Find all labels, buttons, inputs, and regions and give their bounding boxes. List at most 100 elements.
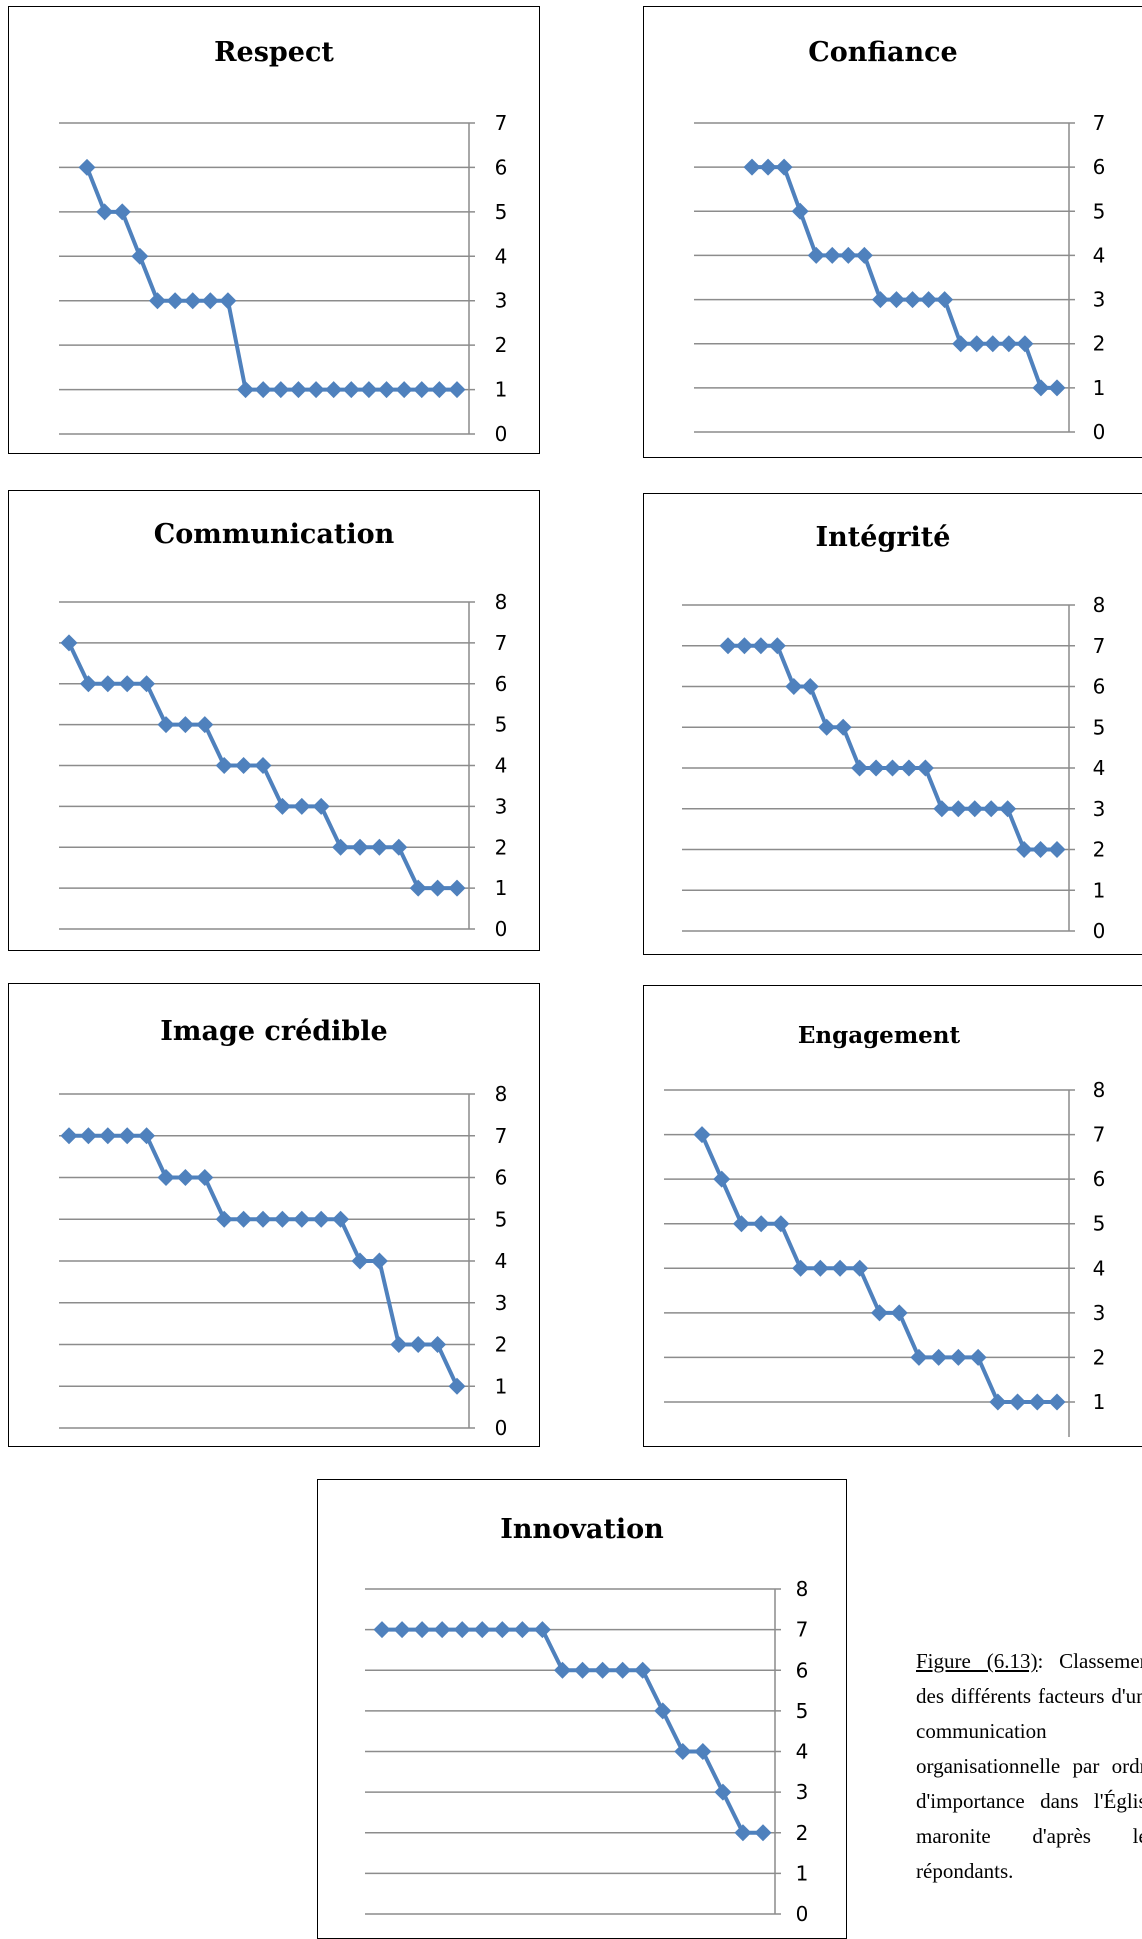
data-point — [235, 1210, 253, 1228]
y-tick-label: 4 — [1093, 756, 1106, 780]
data-point — [138, 675, 156, 693]
y-tick-label: 3 — [1093, 797, 1106, 821]
data-point — [373, 1621, 391, 1639]
y-tick-label: 6 — [1093, 1167, 1106, 1191]
y-tick-label: 1 — [495, 378, 508, 402]
y-tick-label: 6 — [1093, 675, 1106, 699]
data-point — [1015, 841, 1033, 858]
data-point — [378, 381, 396, 399]
data-point — [254, 1210, 272, 1228]
data-point — [215, 1210, 233, 1228]
data-point — [196, 716, 214, 734]
y-tick-label: 1 — [495, 1374, 508, 1398]
data-point — [413, 1621, 431, 1639]
chart-title: Image crédible — [160, 1016, 388, 1047]
data-point — [533, 1621, 551, 1639]
chart-engagement: 1 2 3 4 5 6 7 8 Engagement — [643, 985, 1142, 1447]
data-point — [99, 675, 117, 693]
chart-svg: 0 1 2 3 4 5 6 7 8 — [59, 1082, 508, 1440]
y-tick-label: 2 — [495, 1333, 508, 1357]
y-tick-label: 5 — [1093, 199, 1106, 223]
chart-title: Intégrité — [815, 522, 951, 553]
data-point — [759, 158, 777, 176]
data-point — [768, 637, 786, 655]
figure-reference: Figure (6.13) — [916, 1649, 1038, 1673]
data-point — [1048, 841, 1066, 858]
y-tick-label: 3 — [495, 289, 508, 313]
data-point — [370, 1252, 388, 1270]
data-point — [138, 1127, 156, 1145]
data-point — [201, 292, 219, 310]
data-point — [654, 1702, 672, 1720]
data-point — [752, 1215, 770, 1233]
y-tick-label: 7 — [495, 1124, 508, 1148]
chart-svg: 0 1 2 3 4 5 6 7 — [694, 111, 1106, 444]
chart-innovation: 0 1 2 3 4 5 6 7 8 Innovation — [317, 1479, 847, 1939]
y-tick-label: 5 — [495, 713, 508, 737]
y-tick-label: 2 — [796, 1821, 809, 1845]
data-point — [772, 1215, 790, 1233]
data-point — [176, 716, 194, 734]
data-point — [393, 1621, 411, 1639]
data-point — [293, 1210, 311, 1228]
data-point — [984, 335, 1002, 353]
data-point — [196, 1169, 214, 1186]
y-tick-label: 1 — [1093, 878, 1106, 902]
y-tick-label: 4 — [495, 1249, 508, 1273]
data-point — [1032, 841, 1050, 858]
data-point — [273, 1210, 291, 1228]
y-tick-label: 0 — [495, 917, 508, 941]
caption-text: : Classement des différents facteurs d'u… — [916, 1649, 1142, 1883]
data-point — [1032, 379, 1050, 397]
data-point — [1048, 379, 1066, 397]
data-point — [839, 246, 857, 264]
data-point — [453, 1621, 471, 1639]
y-tick-label: 5 — [1093, 1212, 1106, 1236]
data-point — [473, 1621, 491, 1639]
data-point — [890, 1304, 908, 1322]
data-point — [735, 637, 753, 655]
y-tick-label: 6 — [495, 1166, 508, 1190]
data-point — [884, 759, 901, 777]
data-point — [968, 335, 986, 353]
y-tick-label: 8 — [495, 590, 508, 614]
data-point — [754, 1824, 772, 1842]
data-point — [834, 718, 852, 736]
data-point — [694, 1743, 712, 1760]
data-point — [574, 1661, 592, 1679]
data-point — [792, 1259, 810, 1277]
data-point — [448, 879, 466, 897]
data-point — [900, 759, 918, 777]
data-point — [79, 675, 97, 693]
data-point — [933, 800, 951, 818]
data-point — [910, 1348, 928, 1366]
y-tick-label: 4 — [495, 754, 508, 778]
data-point — [949, 1348, 967, 1366]
data-point — [916, 759, 934, 777]
y-tick-label: 6 — [796, 1658, 809, 1682]
data-point — [99, 1127, 117, 1145]
data-point — [332, 1210, 350, 1228]
data-point — [614, 1661, 632, 1679]
y-tick-label: 4 — [796, 1740, 809, 1764]
series-line — [728, 643, 1057, 852]
data-point — [867, 759, 885, 777]
data-point — [493, 1621, 511, 1639]
y-tick-label: 8 — [495, 1082, 508, 1106]
data-point — [969, 1348, 987, 1366]
y-tick-label: 8 — [796, 1577, 809, 1601]
y-tick-label: 2 — [495, 835, 508, 859]
chart-svg: 0 1 2 3 4 5 6 7 8 — [59, 590, 508, 941]
data-point — [775, 158, 793, 176]
data-point — [409, 879, 427, 897]
data-point — [395, 381, 413, 399]
data-point — [273, 797, 291, 815]
chart-image-credible: 0 1 2 3 4 5 6 7 8 Image crédible — [8, 983, 540, 1447]
series-line — [752, 165, 1057, 390]
data-point — [594, 1661, 612, 1679]
data-point — [307, 381, 325, 399]
data-point — [952, 335, 970, 353]
data-point — [807, 246, 825, 264]
data-point — [1009, 1393, 1027, 1411]
data-point — [235, 757, 253, 774]
